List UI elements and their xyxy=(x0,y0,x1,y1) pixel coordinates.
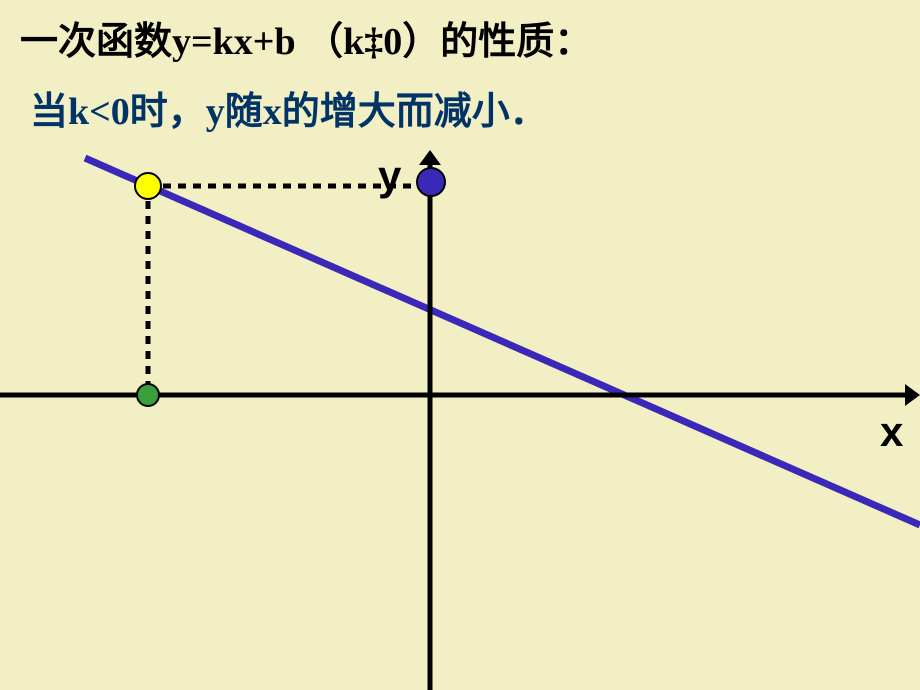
function-line xyxy=(85,158,920,525)
point-x-projection xyxy=(137,384,159,406)
y-axis-arrow xyxy=(419,150,441,165)
x-axis-arrow xyxy=(905,384,920,406)
point-y-intercept xyxy=(417,168,445,196)
y-axis-label: y xyxy=(378,152,401,200)
point-on-line xyxy=(135,173,161,199)
page-subtitle: 当k<0时，y随x的增大而减小． xyxy=(30,80,548,135)
page-title: 一次函数y=kx+b （k‡0）的性质： xyxy=(20,10,592,65)
x-axis-label: x xyxy=(880,408,903,456)
